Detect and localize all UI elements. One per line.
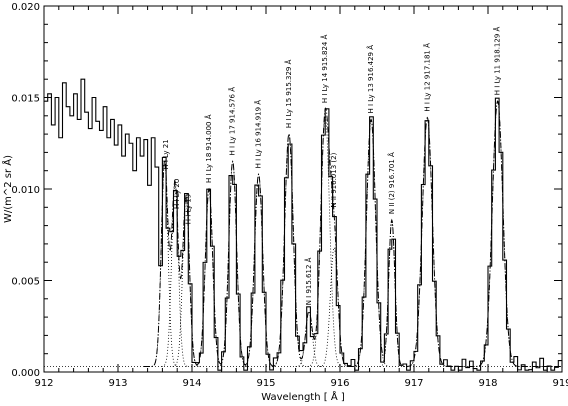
line-label: H I Ly 14 915.824 Å: [320, 34, 329, 103]
x-tick-label: 912: [34, 378, 53, 389]
line-label: H I Ly 18 914.000 Å: [204, 114, 213, 183]
component-profile: [476, 100, 519, 367]
line-label: H I Ly 21: [162, 139, 170, 169]
observed-spectrum-layer: [44, 78, 563, 371]
x-tick-label: 915: [256, 378, 275, 389]
component-profile: [352, 118, 390, 367]
fit-curve: [143, 100, 562, 368]
line-label: H I Ly 12 917.181 Å: [422, 43, 431, 112]
plot-frame: [43, 5, 563, 373]
line-label: N I 915.612 Å: [304, 257, 313, 305]
line-label: H I Ly 17 914.576 Å: [228, 87, 237, 156]
tick-layer: 912 913 914 915 916 917 918 919 0.000 0.005 0.010 0…: [11, 2, 568, 389]
line-label: H I Ly 20: [173, 179, 181, 209]
line-label: N II 916.013 (2): [330, 152, 338, 207]
component-profile: [194, 188, 224, 367]
component-profile: [161, 182, 189, 367]
component-profile: [242, 173, 275, 367]
component-profile: [307, 114, 344, 367]
x-tick-label: 917: [404, 378, 423, 389]
component-profile: [319, 246, 349, 367]
x-tick-label: 919: [552, 378, 568, 389]
x-tick-label: 916: [330, 378, 349, 389]
line-label: H I Ly 19: [184, 194, 192, 224]
line-label: H I Ly 15 915.329 Å: [284, 59, 293, 128]
y-tick-label: 0.005: [11, 277, 40, 288]
line-label-layer: H I Ly 21 H I Ly 20H I Ly 19 H I Ly 18 914…: [162, 26, 502, 305]
fit-curve-layer: [143, 100, 562, 368]
y-tick-label: 0.000: [11, 368, 40, 379]
observed-spectrum: [44, 78, 563, 371]
component-profile: [407, 116, 448, 367]
x-axis-title: Wavelength [ Å ]: [261, 390, 345, 403]
line-label: H I Ly 13 916.429 Å: [366, 45, 375, 114]
y-tick-label: 0.010: [11, 185, 40, 196]
y-tick-label: 0.015: [11, 94, 40, 105]
x-tick-label: 914: [182, 378, 201, 389]
y-axis-title: W/(m^2 sr Å): [1, 155, 14, 223]
line-label: N II (2) 916.701 Å: [387, 152, 396, 214]
x-tick-label: 913: [108, 378, 127, 389]
line-label: H I Ly 11 918.129 Å: [493, 26, 502, 95]
component-profile: [217, 160, 249, 367]
component-profile: [271, 133, 307, 367]
x-tick-label: 918: [478, 378, 497, 389]
line-label: H I Ly 16 914.919 Å: [254, 100, 263, 169]
y-tick-label: 0.020: [11, 2, 40, 13]
